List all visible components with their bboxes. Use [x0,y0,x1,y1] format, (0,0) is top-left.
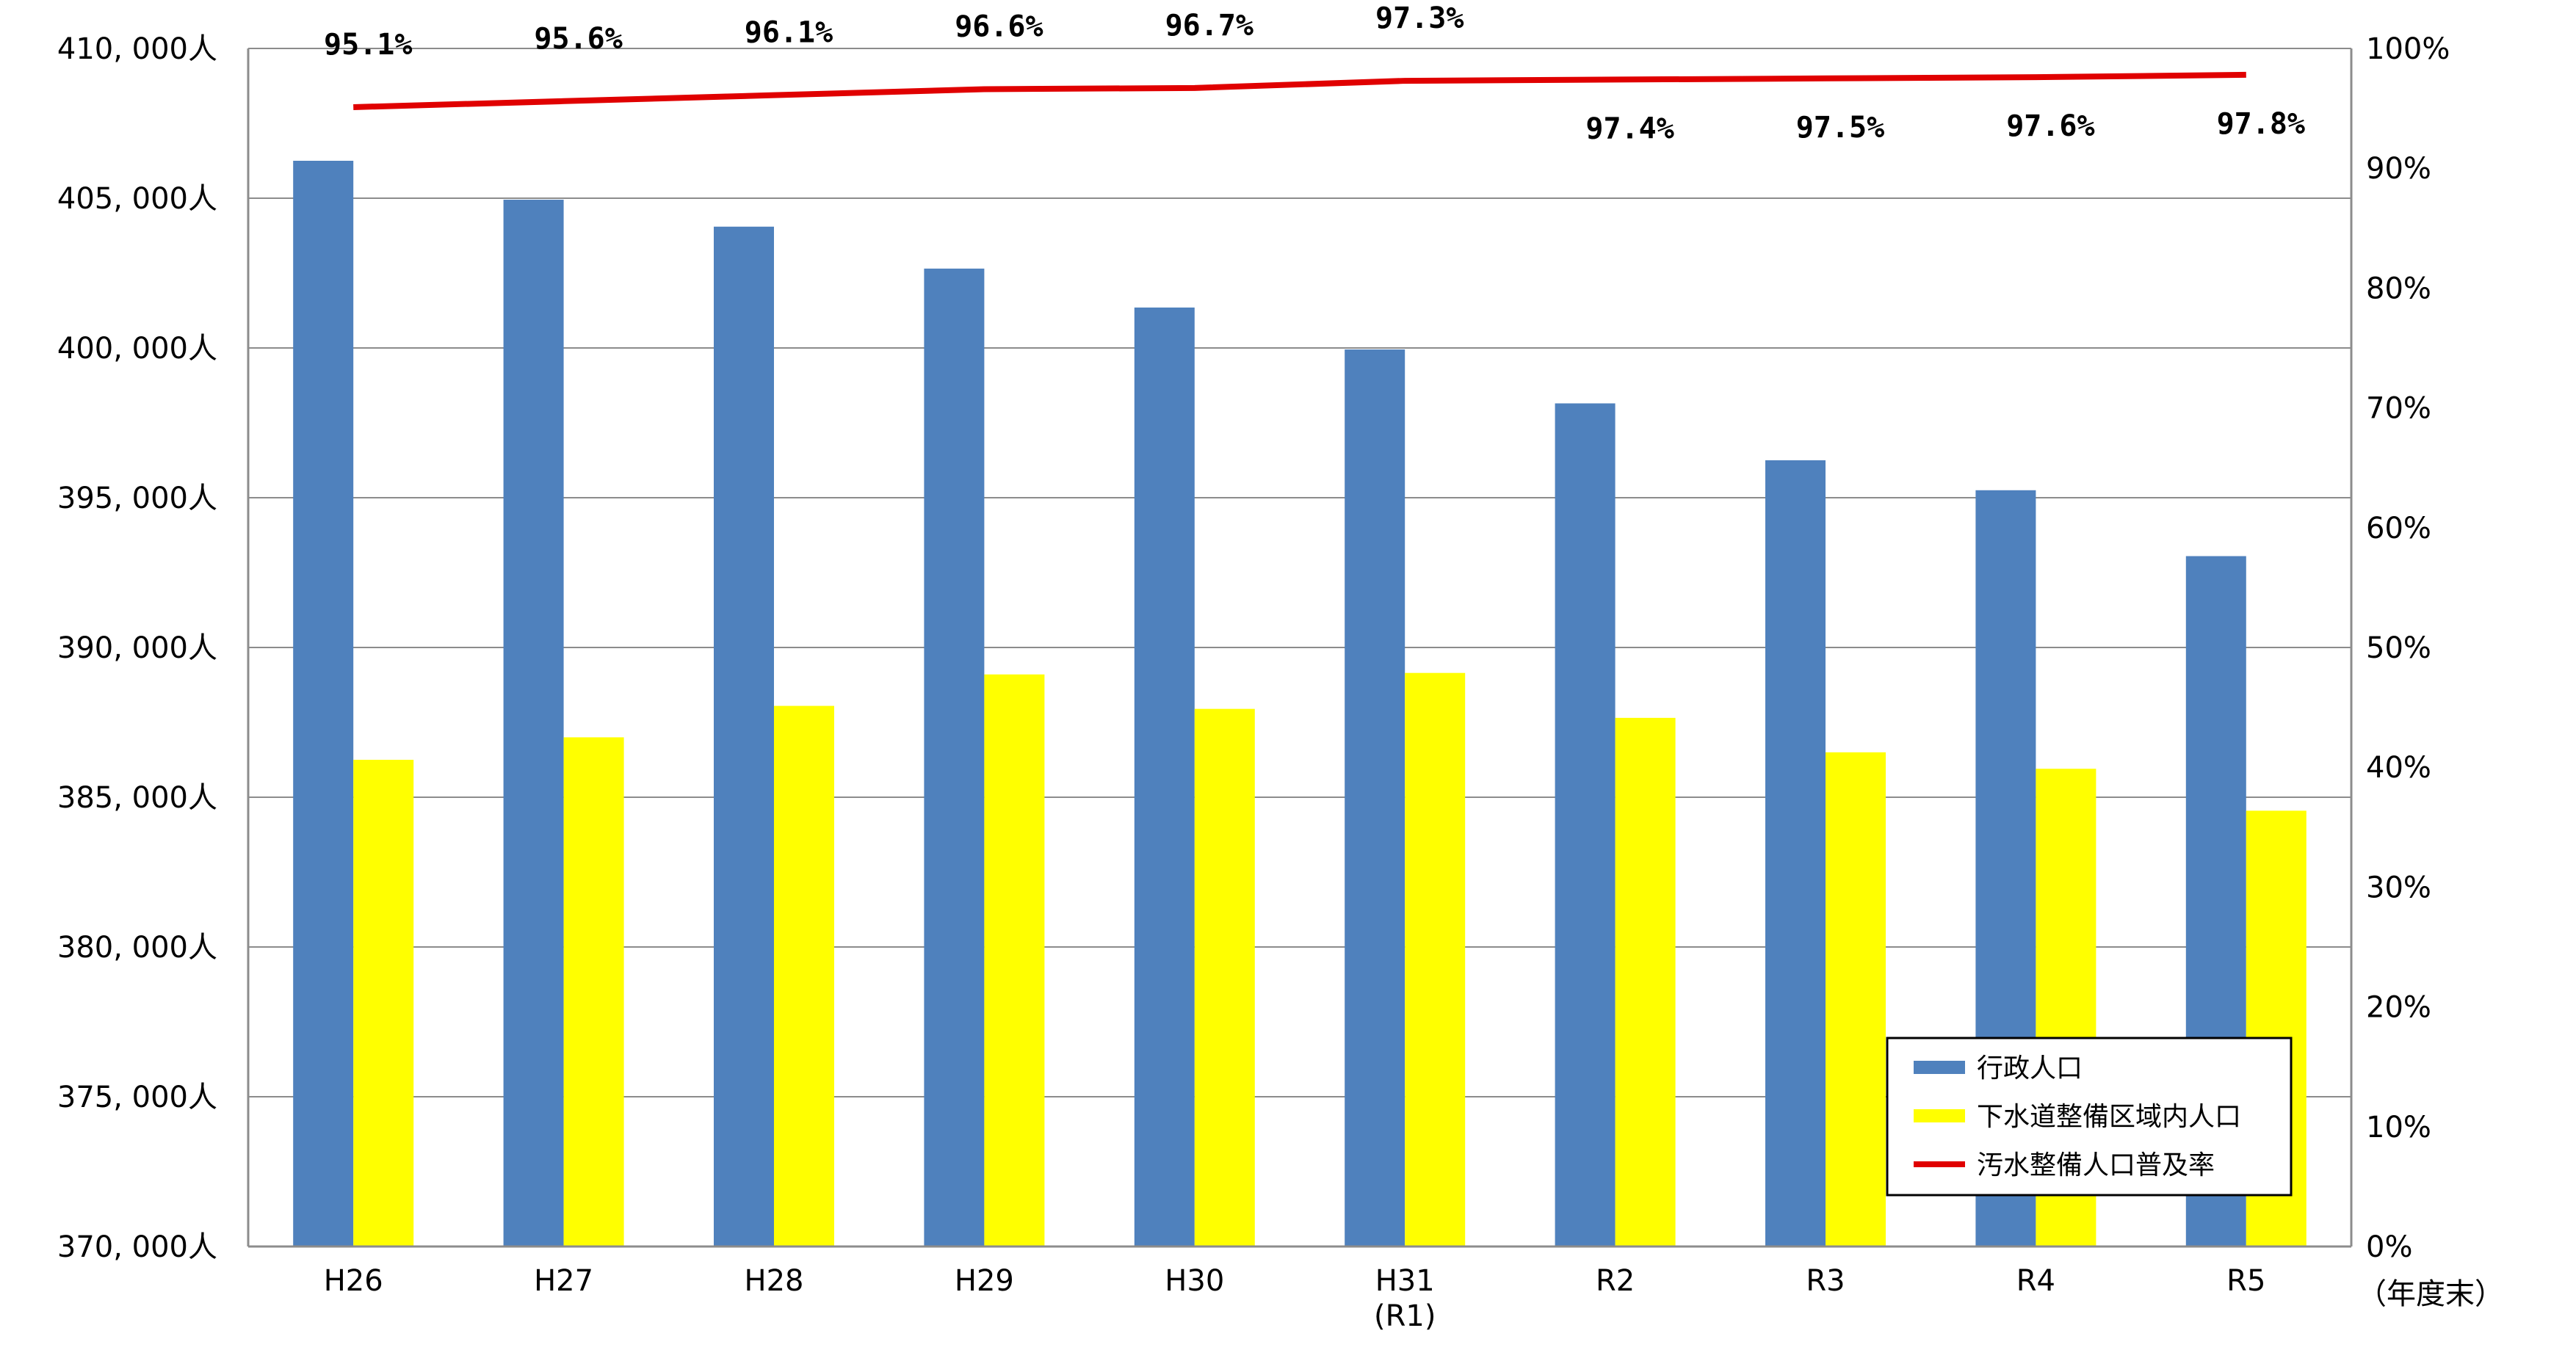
left-axis-tick-label: 390, 000人 [57,631,217,665]
bar-administrative-population [293,161,354,1246]
x-axis-tick-sublabel: (R1) [1374,1299,1436,1333]
bar-administrative-population [714,226,774,1246]
x-axis-tick-label: R5 [2226,1264,2265,1298]
legend-label: 行政人口 [1977,1053,2083,1084]
right-axis-tick-label: 0% [2366,1230,2412,1264]
bar-sewer-area-population [353,760,414,1246]
bar-administrative-population [1134,307,1195,1246]
right-axis-tick-label: 60% [2366,512,2431,545]
bar-sewer-area-population [1826,752,1886,1246]
rate-data-label: 97.5% [1796,111,1884,145]
left-axis-tick-label: 375, 000人 [57,1081,217,1114]
bar-sewer-area-population [563,737,624,1246]
left-axis-tick-label: 405, 000人 [57,182,217,216]
left-axis-tick-label: 410, 000人 [57,32,217,66]
x-axis-tick-label: H31 [1375,1264,1435,1298]
x-axis-tick-label: H30 [1165,1264,1224,1298]
bar-sewer-area-population [984,674,1045,1246]
bar-administrative-population [1555,403,1616,1246]
left-axis-tick-label: 400, 000人 [57,332,217,366]
rate-data-label: 95.6% [534,22,622,56]
bar-sewer-area-population [1405,672,1466,1246]
rate-line [353,71,2246,110]
bar-administrative-population [1345,349,1405,1246]
x-axis-tick-label: H29 [955,1264,1014,1298]
rate-data-label: 97.8% [2217,107,2305,141]
x-axis-tick-label: R4 [2016,1264,2055,1298]
right-axis-tick-label: 30% [2366,871,2431,904]
legend-label: 汚水整備人口普及率 [1977,1150,2215,1180]
x-axis-tick-label: H28 [745,1264,804,1298]
rate-data-label: 97.6% [2006,109,2094,143]
rate-data-label: 97.4% [1585,112,1674,145]
left-axis-tick-label: 385, 000人 [57,781,217,815]
rate-data-label: 97.3% [1375,1,1464,35]
right-axis-tick-label: 10% [2366,1111,2431,1144]
legend-swatch-administrative-population [1914,1061,1965,1074]
legend-label: 下水道整備区域内人口 [1977,1102,2241,1132]
rate-data-label: 96.7% [1165,9,1253,43]
x-axis-tick-label: R2 [1596,1264,1635,1298]
right-axis-tick-label: 40% [2366,751,2431,785]
bar-administrative-population [503,200,564,1246]
right-axis-tick-label: 20% [2366,991,2431,1025]
right-axis-tick-label: 80% [2366,272,2431,305]
x-axis-unit-label: （年度末） [2357,1277,2504,1311]
bar-administrative-population [1765,460,1826,1246]
left-axis-tick-label: 395, 000人 [57,482,217,515]
right-axis-tick-label: 70% [2366,392,2431,426]
bar-sewer-area-population [1194,708,1255,1246]
left-axis-tick-label: 370, 000人 [57,1230,217,1264]
rate-data-label: 96.1% [745,16,833,50]
right-axis-tick-label: 100% [2366,32,2450,66]
bar-sewer-area-population [774,705,834,1246]
right-axis-tick-label: 50% [2366,631,2431,665]
bar-administrative-population [924,268,985,1246]
legend-swatch-sewer-area-population [1914,1109,1965,1122]
x-axis-tick-label: H26 [324,1264,383,1298]
x-axis-tick-label: H27 [534,1264,593,1298]
left-axis-tick-label: 380, 000人 [57,931,217,965]
rate-data-label: 96.6% [955,10,1043,43]
x-axis-tick-label: R3 [1806,1264,1845,1298]
rate-data-label: 95.1% [324,28,412,62]
right-axis-tick-label: 90% [2366,152,2431,186]
bar-sewer-area-population [1615,717,1676,1246]
